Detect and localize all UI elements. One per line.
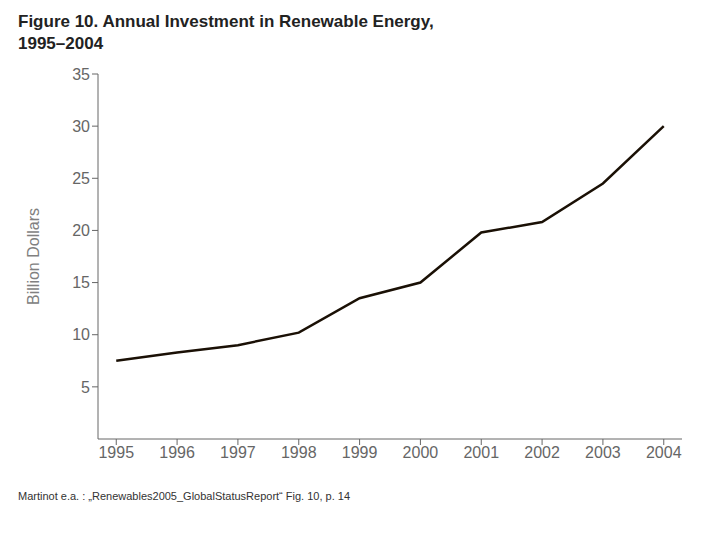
svg-text:2002: 2002 [524,444,560,461]
html-text:1995–2004: 1995–2004 [18,34,104,53]
svg-text:2000: 2000 [403,444,439,461]
svg-text:1997: 1997 [220,444,256,461]
svg-text:Billion Dollars: Billion Dollars [25,208,42,305]
svg-text:5: 5 [81,379,90,396]
svg-text:25: 25 [72,170,90,187]
svg-text:2003: 2003 [585,444,621,461]
svg-text:20: 20 [72,222,90,239]
svg-text:2001: 2001 [463,444,499,461]
svg-text:2004: 2004 [646,444,682,461]
svg-text:1995: 1995 [98,444,134,461]
svg-text:35: 35 [72,66,90,83]
svg-text:15: 15 [72,274,90,291]
svg-text:1998: 1998 [281,444,317,461]
html-text:Martinot e.a. : „Renewables200: Martinot e.a. : „Renewables2005_GlobalSt… [18,490,350,502]
svg-text:1996: 1996 [159,444,195,461]
svg-text:10: 10 [72,326,90,343]
html-text:Figure 10. Annual Investment i: Figure 10. Annual Investment in Renewabl… [18,12,434,31]
svg-text:1999: 1999 [342,444,378,461]
svg-text:30: 30 [72,118,90,135]
